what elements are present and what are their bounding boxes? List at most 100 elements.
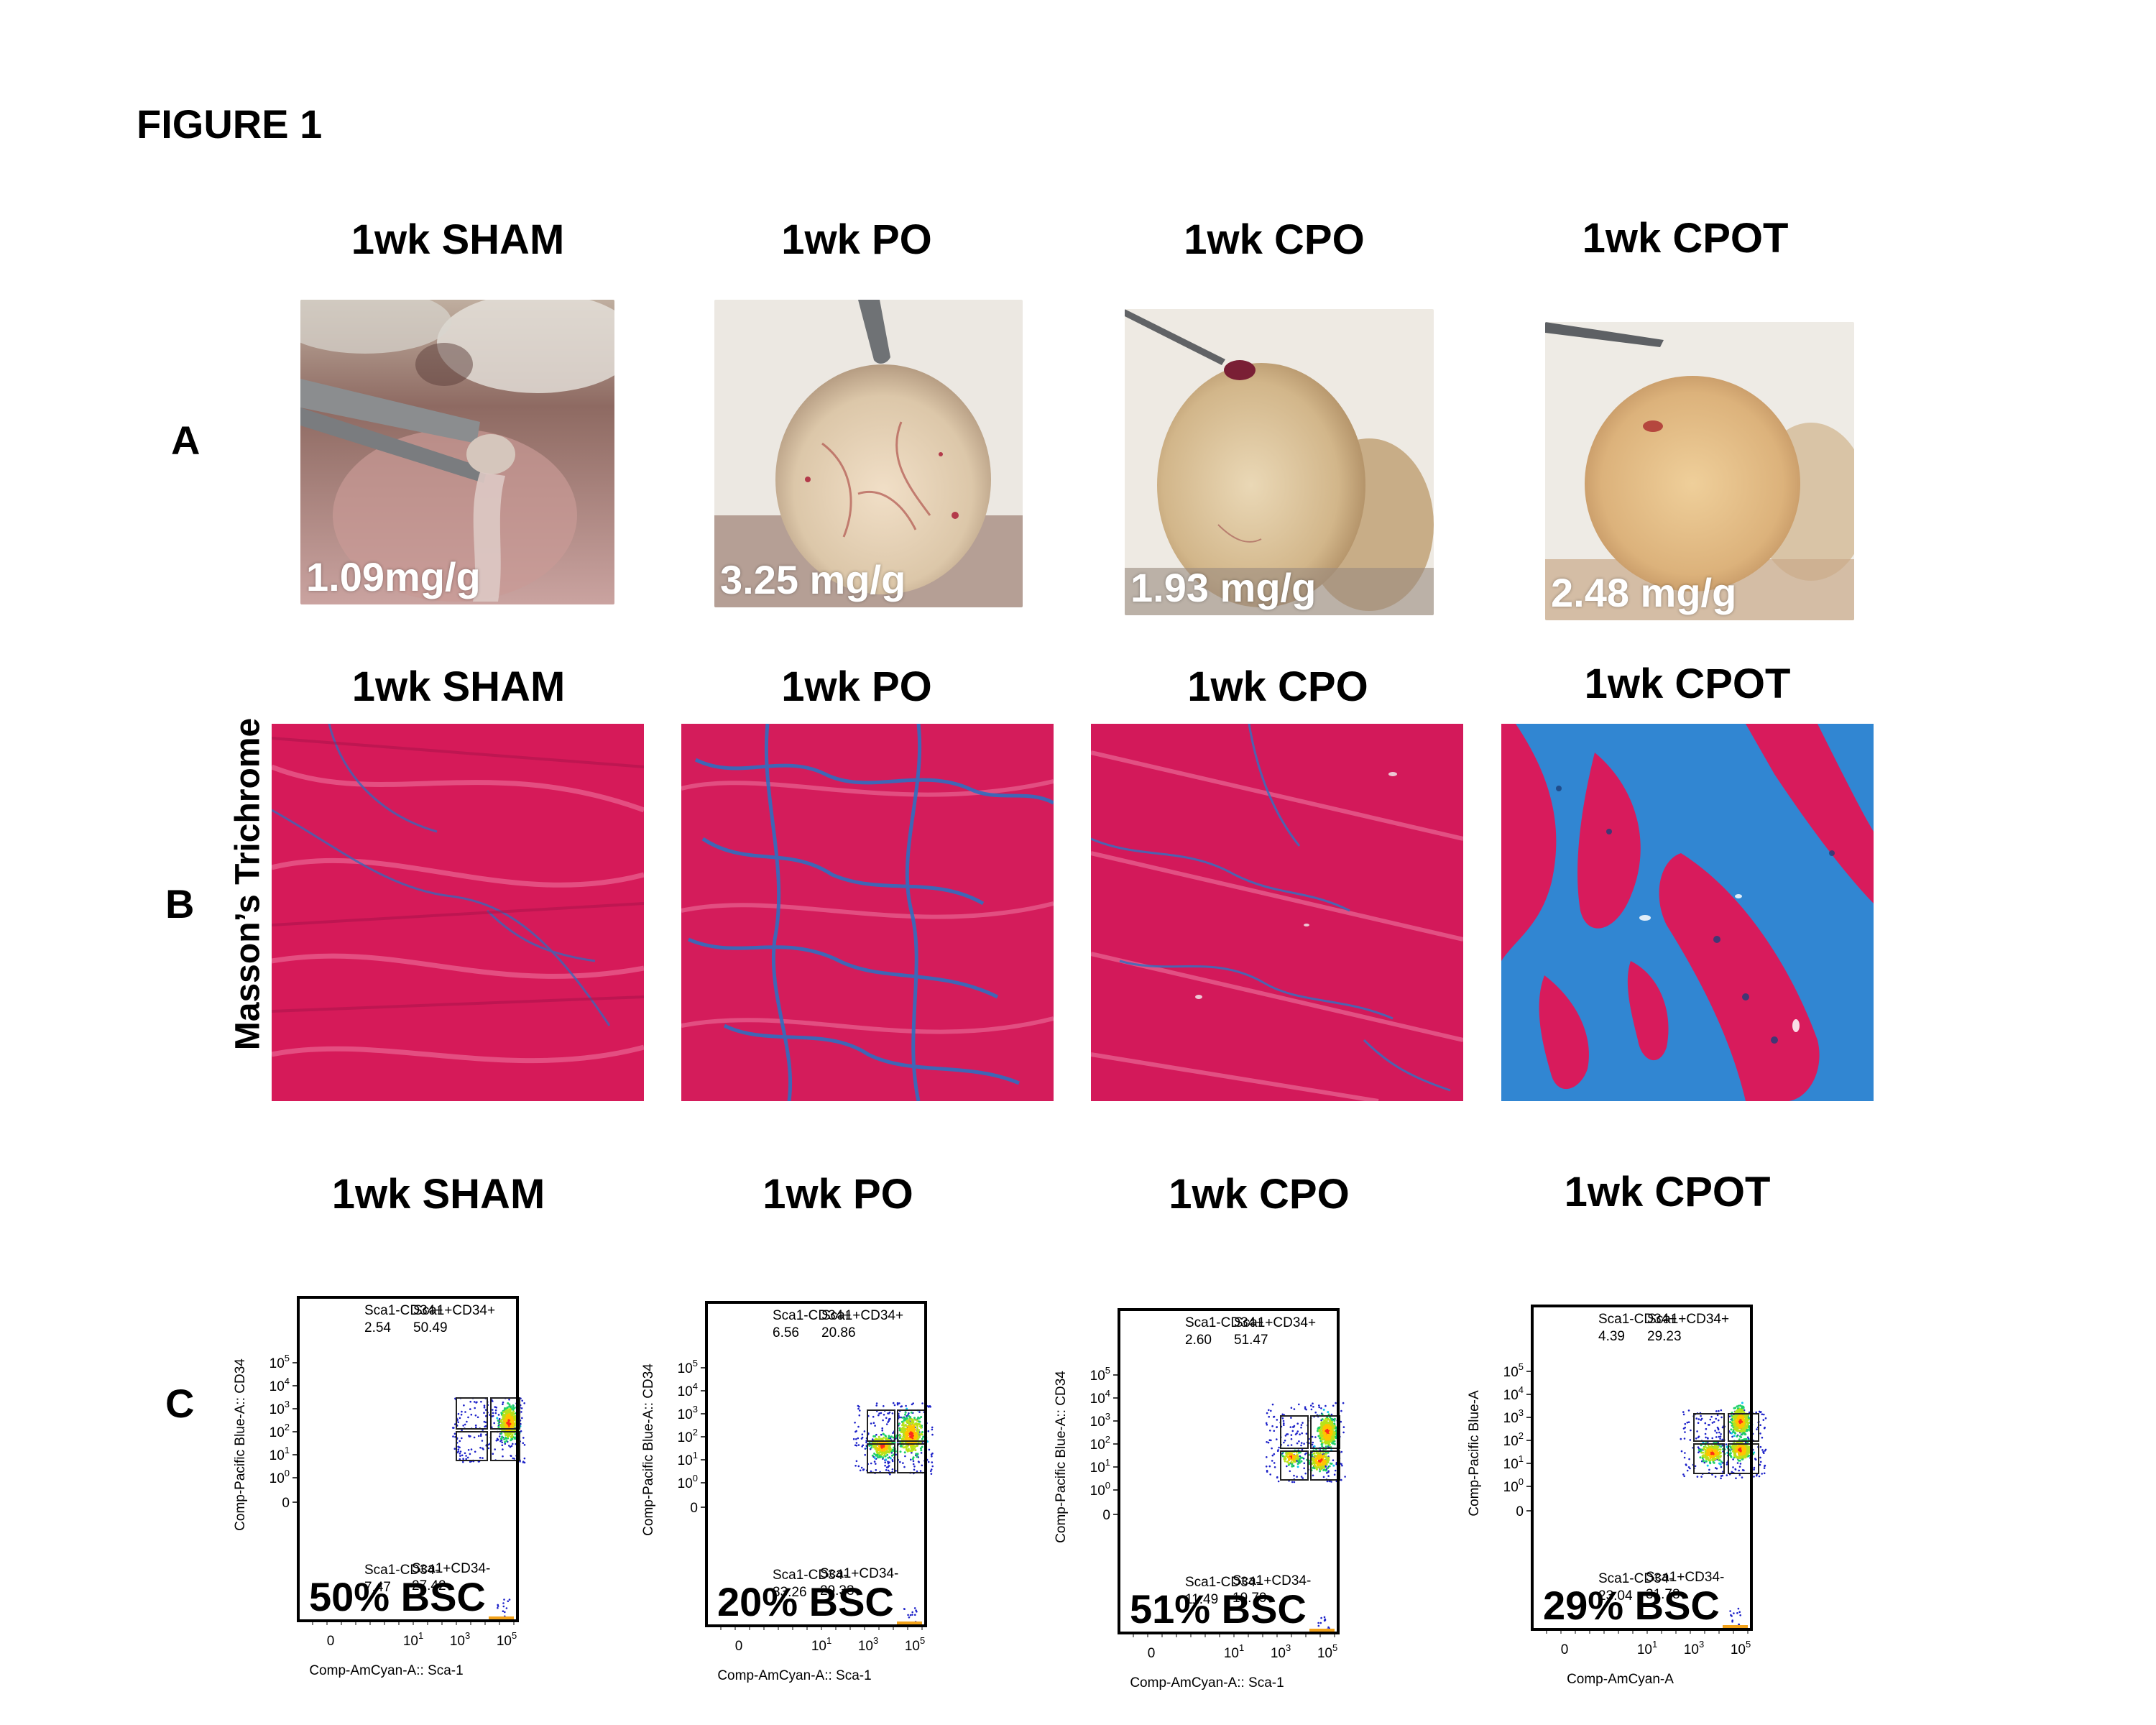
event-dot bbox=[513, 1417, 516, 1420]
event-dot bbox=[1328, 1422, 1331, 1424]
event-dot bbox=[1719, 1463, 1722, 1466]
quadrant-labels: Sca1-CD34+ 4.39 Sca1+CD34+ 29.23 Sca1-CD34- 2… bbox=[1598, 1312, 1729, 1604]
x-tick-label: 0 bbox=[735, 1639, 743, 1654]
event-dot bbox=[1711, 1437, 1713, 1440]
event-dot bbox=[1344, 1476, 1346, 1478]
quadrant-value: 4.39 bbox=[1598, 1329, 1625, 1344]
event-dot bbox=[1319, 1456, 1322, 1459]
event-dot bbox=[1273, 1430, 1276, 1432]
event-dot bbox=[881, 1429, 883, 1432]
event-dot bbox=[1732, 1458, 1734, 1460]
y-tick-label: 0 bbox=[1516, 1504, 1524, 1519]
event-dot bbox=[1762, 1419, 1765, 1421]
y-tick-label: 102 bbox=[1090, 1434, 1110, 1453]
event-dot bbox=[1332, 1435, 1335, 1438]
event-dot bbox=[915, 1453, 918, 1455]
event-dot bbox=[1705, 1436, 1707, 1439]
event-dot bbox=[904, 1431, 907, 1434]
event-dot bbox=[1738, 1469, 1740, 1472]
event-dot bbox=[1688, 1458, 1690, 1460]
event-dot bbox=[1294, 1457, 1297, 1460]
event-dot bbox=[1327, 1442, 1330, 1445]
quadrant-gate bbox=[490, 1397, 520, 1430]
quadrant-value: 7.47 bbox=[364, 1580, 391, 1595]
event-dot bbox=[1322, 1476, 1325, 1478]
event-dot bbox=[1731, 1421, 1734, 1424]
event-dot bbox=[855, 1460, 858, 1463]
event-dot bbox=[884, 1464, 886, 1467]
plot-frame bbox=[297, 1296, 519, 1622]
event-dot bbox=[496, 1417, 499, 1420]
event-dot bbox=[1327, 1451, 1330, 1454]
event-dot bbox=[1707, 1444, 1710, 1447]
quadrant-gate bbox=[490, 1431, 520, 1461]
event-dot bbox=[1265, 1422, 1268, 1425]
event-dot bbox=[1322, 1466, 1325, 1468]
event-dot bbox=[1276, 1450, 1279, 1453]
event-dot bbox=[903, 1446, 906, 1449]
event-dot bbox=[1687, 1409, 1690, 1412]
event-dot bbox=[870, 1462, 872, 1465]
facs-plot-sham: 0 100 101 102 103 104 105 0 101 103 105 Sca1-CD34+ 2… bbox=[216, 1225, 618, 1678]
event-dot bbox=[910, 1436, 913, 1439]
event-dot bbox=[1325, 1430, 1327, 1432]
event-dot bbox=[522, 1437, 525, 1439]
event-dot bbox=[1738, 1451, 1741, 1454]
event-dot bbox=[504, 1441, 506, 1443]
quadrant-gate bbox=[456, 1431, 488, 1461]
event-dot bbox=[1320, 1427, 1323, 1429]
quadrant-name: Sca1+CD34- bbox=[820, 1566, 898, 1581]
event-dot bbox=[1742, 1407, 1745, 1409]
event-dot bbox=[1327, 1456, 1330, 1459]
event-dot bbox=[882, 1456, 885, 1459]
event-dot bbox=[1312, 1474, 1314, 1477]
event-dot bbox=[877, 1438, 880, 1441]
event-dot bbox=[1755, 1411, 1757, 1414]
event-dot bbox=[900, 1405, 902, 1408]
quadrant-name: Sca1-CD34- bbox=[1185, 1575, 1261, 1590]
event-dot bbox=[481, 1440, 484, 1442]
event-dot bbox=[1329, 1434, 1332, 1437]
event-dot bbox=[510, 1455, 512, 1457]
event-dot bbox=[1314, 1411, 1317, 1414]
event-dot bbox=[1740, 1414, 1743, 1417]
event-dot bbox=[1733, 1407, 1736, 1409]
event-dot bbox=[469, 1435, 471, 1438]
event-dot bbox=[1736, 1405, 1738, 1408]
event-dot bbox=[888, 1435, 890, 1438]
event-dot bbox=[898, 1402, 900, 1404]
x-tick-label: 103 bbox=[1271, 1642, 1291, 1661]
event-dot bbox=[878, 1455, 881, 1458]
event-dot bbox=[891, 1468, 894, 1471]
event-dot bbox=[903, 1434, 906, 1437]
event-dot bbox=[1739, 1447, 1742, 1450]
x-tick-label: 103 bbox=[858, 1635, 878, 1654]
event-dot bbox=[1753, 1476, 1755, 1478]
event-dot bbox=[521, 1417, 523, 1420]
event-dot bbox=[911, 1451, 913, 1454]
event-dot bbox=[892, 1436, 895, 1439]
event-dot bbox=[502, 1605, 505, 1608]
event-dot bbox=[1316, 1462, 1319, 1465]
event-dot bbox=[907, 1614, 909, 1616]
event-dot bbox=[466, 1420, 468, 1423]
event-dot bbox=[498, 1435, 501, 1438]
event-dot bbox=[1285, 1455, 1288, 1457]
event-dot bbox=[1697, 1422, 1700, 1424]
event-dot bbox=[512, 1407, 515, 1409]
event-dot bbox=[878, 1412, 880, 1414]
event-dot bbox=[1736, 1422, 1738, 1425]
event-dot bbox=[494, 1406, 497, 1408]
event-dot bbox=[877, 1435, 880, 1438]
y-tick-label: 100 bbox=[1090, 1480, 1110, 1499]
event-dot bbox=[1313, 1467, 1316, 1470]
event-dot bbox=[887, 1412, 889, 1414]
event-dot bbox=[1291, 1453, 1293, 1455]
event-dot bbox=[911, 1428, 914, 1431]
event-dot bbox=[1290, 1444, 1293, 1446]
event-dot bbox=[505, 1418, 507, 1421]
event-dot bbox=[868, 1441, 871, 1444]
event-dot bbox=[1281, 1417, 1284, 1420]
y-tick-label: 103 bbox=[1503, 1407, 1524, 1426]
event-dot bbox=[916, 1455, 918, 1458]
